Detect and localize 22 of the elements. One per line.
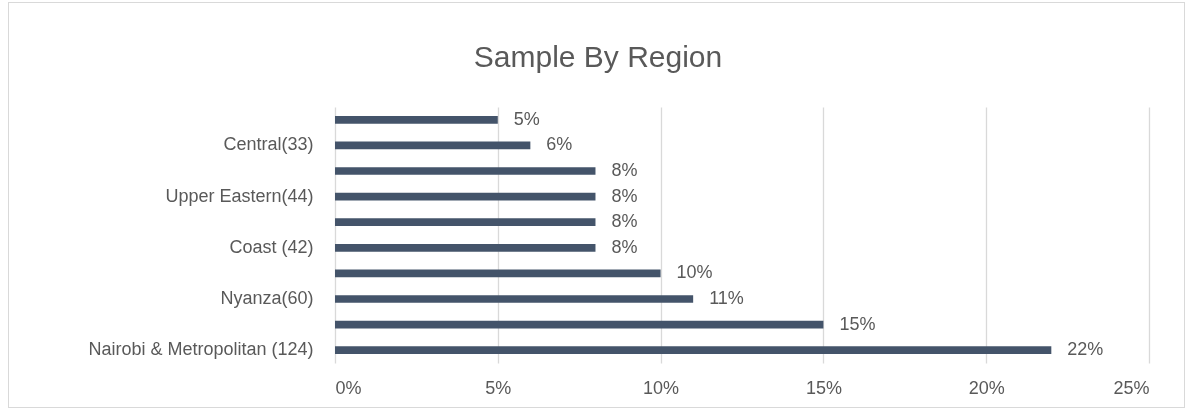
x-tick-label: 25% <box>1113 377 1150 398</box>
x-tick-label: 20% <box>968 377 1005 398</box>
x-tick-label: 5% <box>485 377 512 398</box>
data-label: 8% <box>611 211 638 232</box>
chart-title: Sample By Region <box>473 40 723 73</box>
x-tick-label: 15% <box>805 377 842 398</box>
x-tick-label: 10% <box>643 377 680 398</box>
data-label: 6% <box>546 134 573 155</box>
data-label: 11% <box>709 288 744 308</box>
data-label: 15% <box>839 313 876 334</box>
data-label: 10% <box>676 262 713 283</box>
y-tick-label: Coast (42) <box>229 236 314 257</box>
data-label: 8% <box>611 185 638 206</box>
y-tick-label: Nyanza(60) <box>220 288 314 308</box>
data-label: 22% <box>1067 339 1104 360</box>
data-label: 8% <box>611 236 638 257</box>
y-tick-label: Nairobi & Metropolitan (124) <box>88 339 314 360</box>
y-tick-label: Upper Eastern(44) <box>165 185 314 206</box>
data-label: 5% <box>513 108 540 129</box>
x-tick-label: 0% <box>335 377 362 398</box>
data-label: 8% <box>611 160 638 180</box>
y-tick-label: Central(33) <box>223 134 314 155</box>
